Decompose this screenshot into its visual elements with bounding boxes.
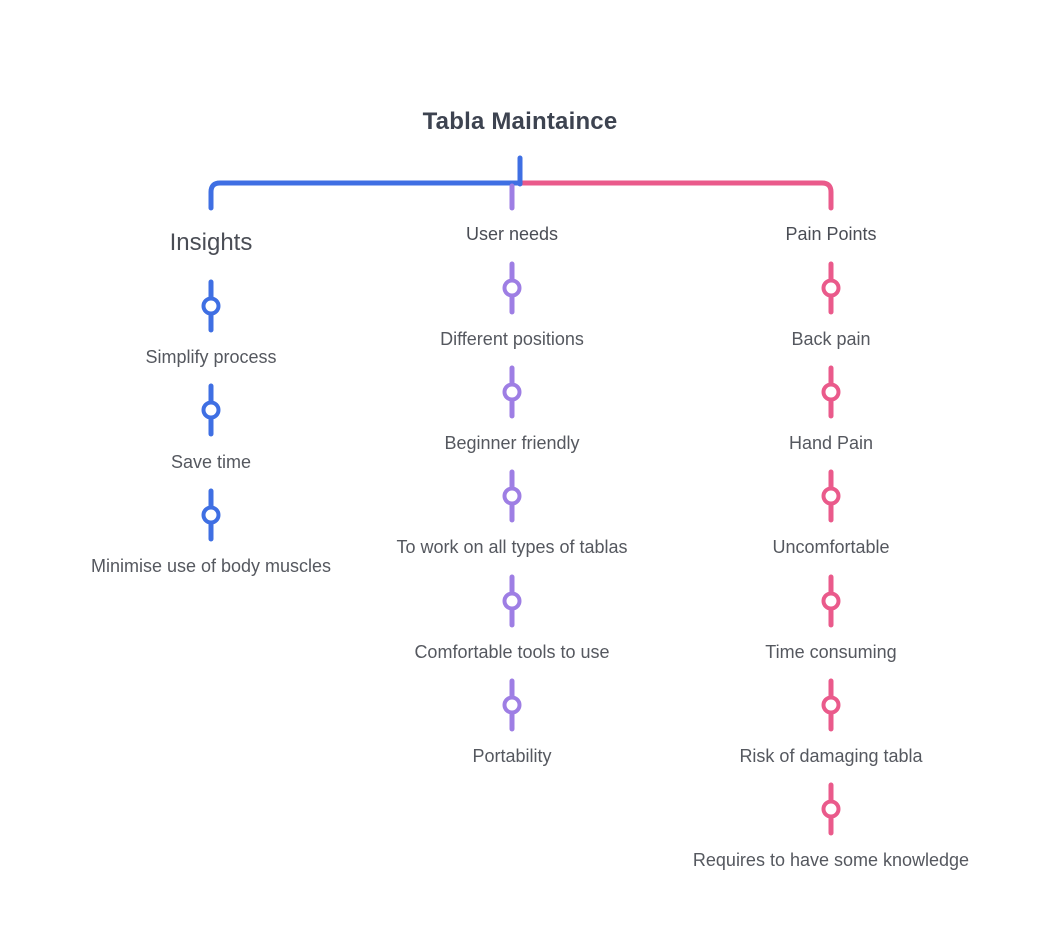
user-needs-node-1-dot (502, 278, 522, 298)
branch-insights-label[interactable]: Insights (169, 229, 253, 256)
pain-points-node-5-dot (821, 695, 841, 715)
user-needs-item-comfortable-tools[interactable]: Comfortable tools to use (414, 642, 610, 662)
pain-points-node-6-dot (821, 799, 841, 819)
bracket-right-connector (517, 180, 834, 211)
user-needs-node-5-dot (502, 695, 522, 715)
pain-points-item-hand-pain[interactable]: Hand Pain (788, 433, 874, 453)
insights-item-save-time[interactable]: Save time (170, 452, 252, 472)
insights-node-1-dot (201, 296, 221, 316)
pain-points-item-requires-knowledge[interactable]: Requires to have some knowledge (692, 850, 970, 870)
diagram-title[interactable]: Tabla Maintaince (422, 108, 618, 135)
insights-item-simplify-process[interactable]: Simplify process (145, 347, 277, 367)
bracket-left-connector (208, 180, 523, 211)
branch-user-needs-label[interactable]: User needs (465, 224, 559, 244)
insights-item-minimise-body-muscles[interactable]: Minimise use of body muscles (90, 556, 332, 576)
insights-node-3-dot (201, 505, 221, 525)
pain-points-node-2-dot (821, 382, 841, 402)
pain-points-node-4-dot (821, 591, 841, 611)
branch-pain-points-label[interactable]: Pain Points (785, 224, 877, 244)
pain-points-item-uncomfortable[interactable]: Uncomfortable (772, 537, 890, 557)
pain-points-item-risk-damaging-tabla[interactable]: Risk of damaging tabla (739, 746, 923, 766)
pain-points-item-back-pain[interactable]: Back pain (791, 329, 871, 349)
user-needs-item-beginner-friendly[interactable]: Beginner friendly (444, 433, 580, 453)
user-needs-node-3-dot (502, 486, 522, 506)
user-needs-item-portability[interactable]: Portability (472, 746, 552, 766)
pain-points-node-1-dot (821, 278, 841, 298)
user-needs-item-different-positions[interactable]: Different positions (440, 329, 584, 349)
user-needs-node-2-dot (502, 382, 522, 402)
pain-points-item-time-consuming[interactable]: Time consuming (765, 642, 897, 662)
user-needs-item-all-types-of-tablas[interactable]: To work on all types of tablas (396, 537, 628, 557)
insights-node-2-dot (201, 400, 221, 420)
pain-points-node-3-dot (821, 486, 841, 506)
user-needs-node-4-dot (502, 591, 522, 611)
